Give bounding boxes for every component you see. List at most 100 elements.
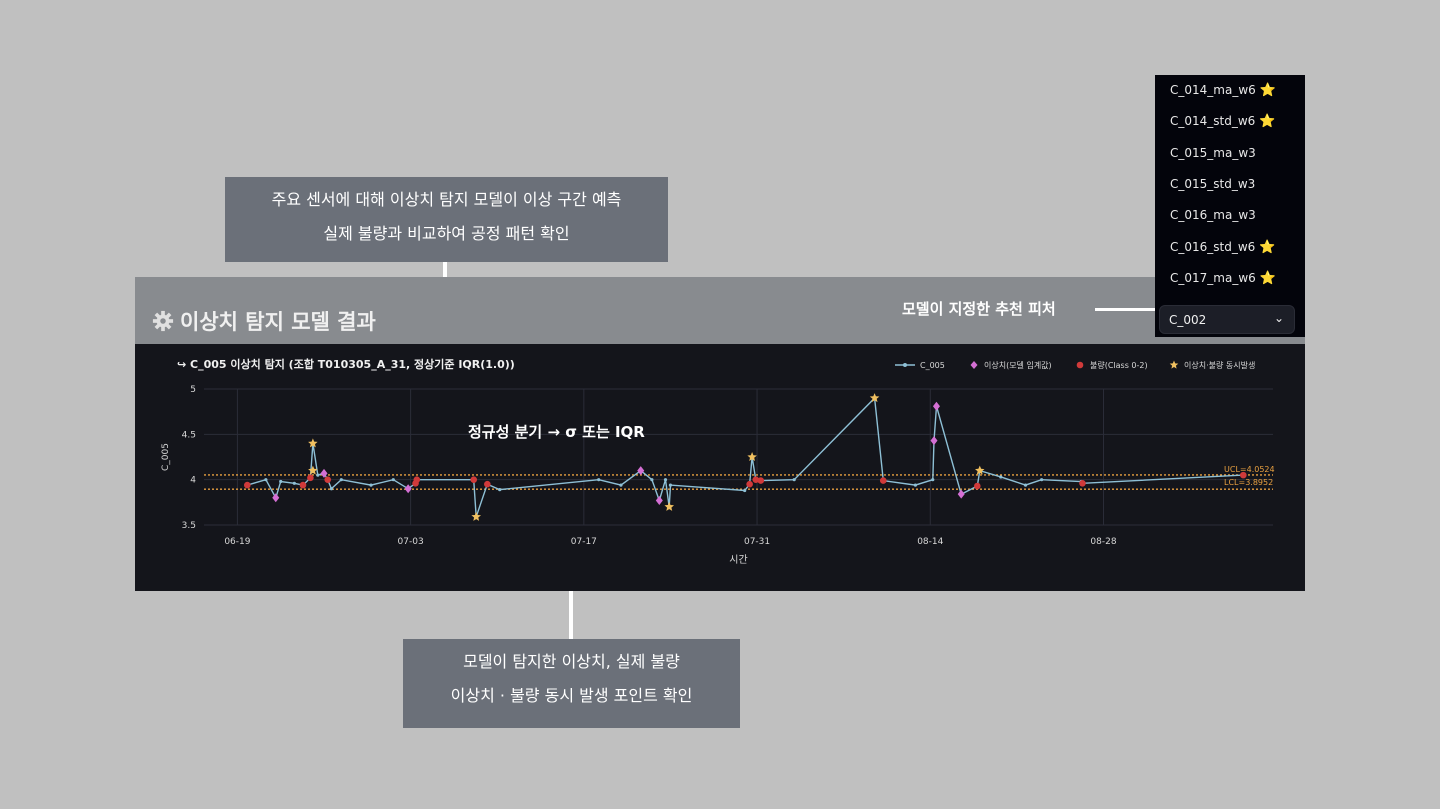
series-point	[650, 478, 654, 482]
series-point	[316, 473, 320, 477]
series-point	[913, 483, 918, 487]
y-tick-label: 3.5	[182, 521, 196, 531]
series-point	[597, 478, 601, 482]
series-point	[619, 483, 623, 487]
defect-marker	[484, 480, 491, 488]
legend-diamond-marker	[970, 361, 978, 369]
feature-select-value: C_002	[1169, 313, 1207, 327]
legend-circle-marker	[1076, 361, 1084, 369]
dropdown-option-label: C_015_ma_w3	[1170, 145, 1256, 160]
legend-star-marker	[1169, 360, 1179, 369]
dropdown-option-c-014-std-w6[interactable]: C_014_std_w6 ⭐	[1170, 114, 1276, 129]
star-icon: ⭐	[1259, 114, 1276, 130]
y-tick-label: 4.5	[182, 430, 196, 440]
star-icon: ⭐	[1259, 270, 1276, 286]
outlier-marker	[320, 468, 328, 478]
callout-top-line-2: 실제 불량과 비교하여 공정 패턴 확인	[323, 224, 570, 243]
series-point	[391, 478, 395, 482]
dropdown-option-c-017-ma-w6[interactable]: C_017_ma_w6 ⭐	[1170, 271, 1276, 286]
chevron-down-icon: ⌄	[1273, 311, 1284, 325]
lcl-label: LCL=3.8952	[1224, 478, 1273, 487]
defect-marker	[299, 481, 307, 489]
outlier-marker	[272, 493, 280, 503]
series-point	[329, 487, 334, 491]
x-tick-label: 07-17	[571, 537, 597, 547]
legend-label: 이상치·불량 동시발생	[1184, 360, 1255, 370]
defect-marker	[307, 474, 314, 482]
ucl-label: UCL=4.0524	[1224, 465, 1275, 474]
defect-marker	[746, 480, 753, 488]
callout-bottom-line-2: 이상치 · 불량 동시 발생 포인트 확인	[450, 686, 693, 705]
x-axis-label: 시간	[729, 554, 747, 566]
coincident-marker	[975, 465, 985, 475]
coincident-marker	[869, 393, 880, 403]
defect-marker	[973, 482, 981, 490]
panel-header	[135, 277, 1305, 345]
outlier-marker	[655, 496, 663, 506]
dropdown-option-label: C_016_ma_w3	[1170, 208, 1256, 223]
defect-marker	[412, 479, 419, 487]
y-tick-label: 5	[190, 385, 196, 395]
coincident-marker	[308, 438, 318, 448]
legend-label: 이상치(모델 임계값)	[984, 360, 1052, 370]
outlier-marker	[404, 484, 412, 494]
x-tick-label: 07-31	[744, 537, 770, 547]
series-point	[279, 479, 283, 484]
legend-line-dot	[903, 363, 907, 367]
outlier-marker	[932, 401, 940, 411]
legend-label: 불량(Class 0-2)	[1090, 360, 1148, 370]
defect-marker	[244, 481, 251, 489]
coincident-marker	[308, 465, 318, 475]
series-point	[668, 483, 673, 487]
panel-title-text: 이상치 탐지 모델 결과	[180, 310, 376, 334]
y-tick-label: 4	[190, 476, 196, 486]
outlier-marker	[930, 436, 938, 446]
coincident-marker	[747, 452, 757, 461]
series-point	[743, 488, 747, 493]
defect-marker	[752, 476, 760, 483]
outlier-marker	[957, 489, 965, 499]
series-point	[1023, 483, 1028, 487]
dropdown-option-label: C_015_std_w3	[1170, 176, 1256, 191]
star-icon: ⭐	[1259, 239, 1276, 255]
defect-marker	[324, 476, 332, 483]
feature-dropdown-list: C_014_ma_w6 ⭐ C_014_std_w6 ⭐ C_015_ma_w3 C_01…	[1155, 75, 1305, 337]
series-point	[1040, 478, 1044, 482]
series-point	[792, 478, 796, 482]
feature-select[interactable]: C_002 ⌄	[1159, 305, 1295, 334]
dropdown-option-label: C_014_std_w6	[1170, 114, 1256, 129]
callout-bottom: 모델이 탐지한 이상치, 실제 불량 이상치 · 불량 동시 발생 포인트 확인	[403, 639, 740, 728]
dropdown-option-label: C_014_ma_w6	[1170, 83, 1256, 97]
feature-note-connector	[1095, 308, 1157, 311]
series-point	[339, 478, 343, 482]
dropdown-option-label: C_017_ma_w6	[1170, 270, 1256, 285]
outlier-marker	[637, 466, 645, 476]
series-point	[369, 483, 373, 487]
x-tick-label: 08-28	[1090, 537, 1116, 547]
dropdown-option-label: C_016_std_w6	[1170, 239, 1256, 254]
panel-title: 이상치 탐지 모델 결과	[152, 306, 376, 337]
callout-top: 주요 센서에 대해 이상치 탐지 모델이 이상 구간 예측 실제 불량과 비교하…	[225, 177, 668, 262]
dropdown-option-c-015-std-w3[interactable]: C_015_std_w3	[1170, 177, 1255, 191]
defect-marker	[757, 477, 765, 484]
coincident-marker	[471, 511, 481, 521]
series-point	[292, 481, 296, 485]
dropdown-option-c-014-ma-w6[interactable]: C_014_ma_w6 ⭐	[1170, 83, 1276, 98]
x-tick-label: 06-19	[224, 537, 250, 547]
dropdown-option-c-015-ma-w3[interactable]: C_015_ma_w3	[1170, 146, 1256, 160]
series-point	[999, 475, 1003, 479]
callout-top-line-1: 주요 센서에 대해 이상치 탐지 모델이 이상 구간 예측	[271, 190, 622, 209]
dropdown-option-c-016-ma-w3[interactable]: C_016_ma_w3	[1170, 208, 1256, 222]
y-axis-label: C_005	[161, 443, 171, 471]
callout-bottom-connector	[569, 591, 573, 639]
dropdown-option-c-016-std-w6[interactable]: C_016_std_w6 ⭐	[1170, 240, 1276, 255]
gear-icon	[152, 310, 174, 337]
series-point	[663, 478, 668, 482]
anomaly-chart: 3.5 4 4.5 5 06-19 07-03 07-17 07-31 08-14 08-28 ↪ …	[161, 357, 1275, 566]
defect-marker	[470, 476, 478, 483]
defect-marker	[879, 477, 887, 484]
series-point	[498, 488, 502, 492]
chart-panel: 3.5 4 4.5 5 06-19 07-03 07-17 07-31 08-14 08-28 ↪ …	[135, 344, 1305, 591]
coincident-marker	[664, 501, 674, 511]
callout-bottom-line-1: 모델이 탐지한 이상치, 실제 불량	[463, 652, 680, 671]
